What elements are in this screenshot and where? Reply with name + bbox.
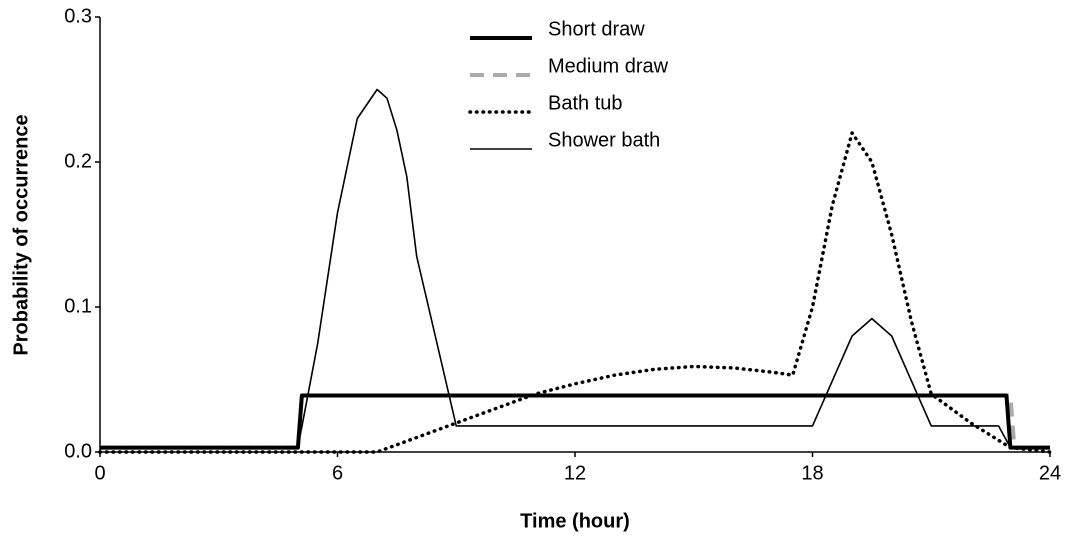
legend-label: Medium draw (548, 55, 669, 77)
y-tick-label: 0.1 (64, 295, 92, 317)
x-axis-label: Time (hour) (520, 510, 630, 532)
series-line (98, 131, 1052, 454)
x-tick-label: 0 (94, 462, 105, 484)
y-tick-label: 0.0 (64, 440, 92, 462)
x-tick-label: 6 (332, 462, 343, 484)
legend-label: Bath tub (548, 92, 623, 114)
series-line (100, 393, 1050, 450)
x-tick-label: 24 (1039, 462, 1061, 484)
y-tick-label: 0.2 (64, 150, 92, 172)
legend-label: Short draw (548, 18, 645, 40)
y-tick-label: 0.3 (64, 5, 92, 27)
x-tick-label: 12 (564, 462, 586, 484)
x-tick-label: 18 (801, 462, 823, 484)
series-line (100, 393, 1050, 450)
legend-label: Shower bath (548, 129, 660, 151)
series-line (100, 88, 1050, 449)
y-axis-label: Probability of occurrence (10, 114, 32, 355)
